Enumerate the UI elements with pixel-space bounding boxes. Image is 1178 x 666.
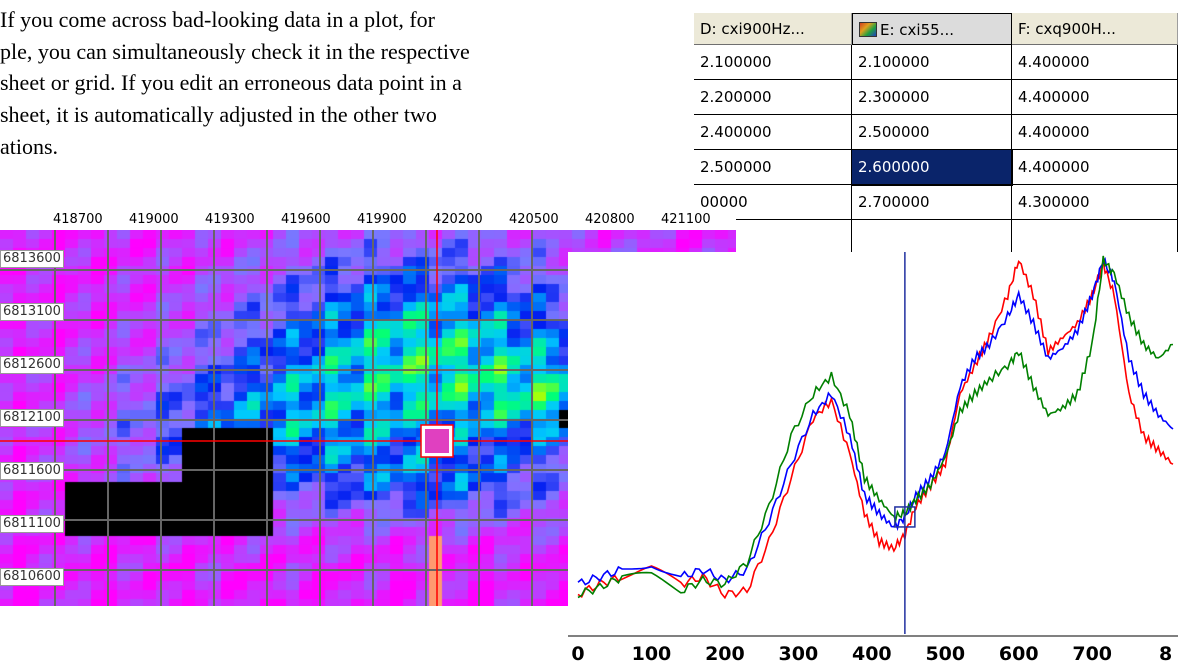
column-header-e[interactable]: E: cxi55... [852,13,1012,45]
intro-line: If you come across bad-looking data in a… [0,7,435,32]
intro-line: ple, you can simultaneously check it in … [0,39,470,64]
grid-color-icon [859,22,877,37]
table-cell[interactable]: 2.300000 [852,80,1012,115]
grid-x-tick: 419600 [281,212,331,227]
chart-background [568,252,1178,666]
chart-x-tick: 700 [1072,643,1112,665]
intro-line: ations. [0,134,59,159]
grid-x-tick: 419300 [205,212,255,227]
table-cell[interactable]: 2.200000 [694,80,852,115]
chart-cursor-marker[interactable] [894,506,916,528]
grid-y-tick: 6812100 [0,409,64,427]
table-cell[interactable]: 4.400000 [1012,115,1178,150]
grid-selected-cell [421,425,453,457]
chart-x-tick: 0 [571,643,584,665]
grid-x-tick: 420200 [433,212,483,227]
table-cell[interactable]: 4.300000 [1012,185,1178,220]
grid-x-tick: 418700 [53,212,103,227]
table-cell[interactable]: 2.700000 [852,185,1012,220]
intro-line: sheet or grid. If you edit an erroneous … [0,70,462,95]
grid-x-tick: 420800 [585,212,635,227]
chart-x-tick: 500 [925,643,965,665]
grid-y-tick: 6810600 [0,568,64,586]
chart-x-tick: 8 [1159,643,1172,665]
chart-x-tick: 600 [999,643,1039,665]
table-cell[interactable]: 2.400000 [694,115,852,150]
table-cell[interactable]: 4.400000 [1012,150,1178,185]
profile-chart-svg: 0 100 200 300 400 500 600 700 8 [568,252,1178,666]
column-header-d[interactable]: D: cxi900Hz... [694,13,852,45]
grid-x-tick: 420500 [509,212,559,227]
table-cell[interactable]: 00000 [694,185,852,220]
spreadsheet[interactable]: D: cxi900Hz... E: cxi55... F: cxq900H...… [694,13,1178,253]
grid-x-tick: 421100 [661,212,711,227]
grid-y-tick: 6811600 [0,462,64,480]
table-cell[interactable]: 2.500000 [852,115,1012,150]
column-header-f[interactable]: F: cxq900H... [1012,13,1178,45]
column-header-label: E: cxi55... [880,21,954,39]
column-header-label: D: cxi900Hz... [700,20,805,38]
table-cell[interactable]: 2.600000 [851,149,1013,186]
table-cell[interactable]: 2.100000 [852,45,1012,80]
chart-x-tick: 200 [705,643,745,665]
grid-x-axis: 418700 419000 419300 419600 419900 420200 4205… [0,210,736,230]
intro-line: sheet, it is automatically adjusted in t… [0,102,437,127]
table-cell[interactable]: 2.500000 [694,150,852,185]
table-cell[interactable] [852,220,1012,253]
table-cell[interactable]: 4.400000 [1012,45,1178,80]
grid-y-tick: 6813600 [0,250,64,268]
grid-x-tick: 419900 [357,212,407,227]
table-cell[interactable] [694,220,852,253]
grid-y-tick: 6812600 [0,356,64,374]
table-cell[interactable]: 2.100000 [694,45,852,80]
series-line [577,255,1174,599]
chart-x-tick: 300 [779,643,819,665]
table-cell[interactable] [1012,220,1178,253]
grid-x-tick: 419000 [129,212,179,227]
profile-chart[interactable]: 0 100 200 300 400 500 600 700 8 [568,252,1178,666]
chart-x-tick: 100 [632,643,672,665]
chart-x-tick: 400 [852,643,892,665]
grid-y-tick: 6813100 [0,303,64,321]
grid-selected-cell-outline [420,424,454,458]
grid-y-tick: 6811100 [0,515,64,533]
column-header-label: F: cxq900H... [1018,20,1116,38]
table-cell[interactable]: 4.400000 [1012,80,1178,115]
